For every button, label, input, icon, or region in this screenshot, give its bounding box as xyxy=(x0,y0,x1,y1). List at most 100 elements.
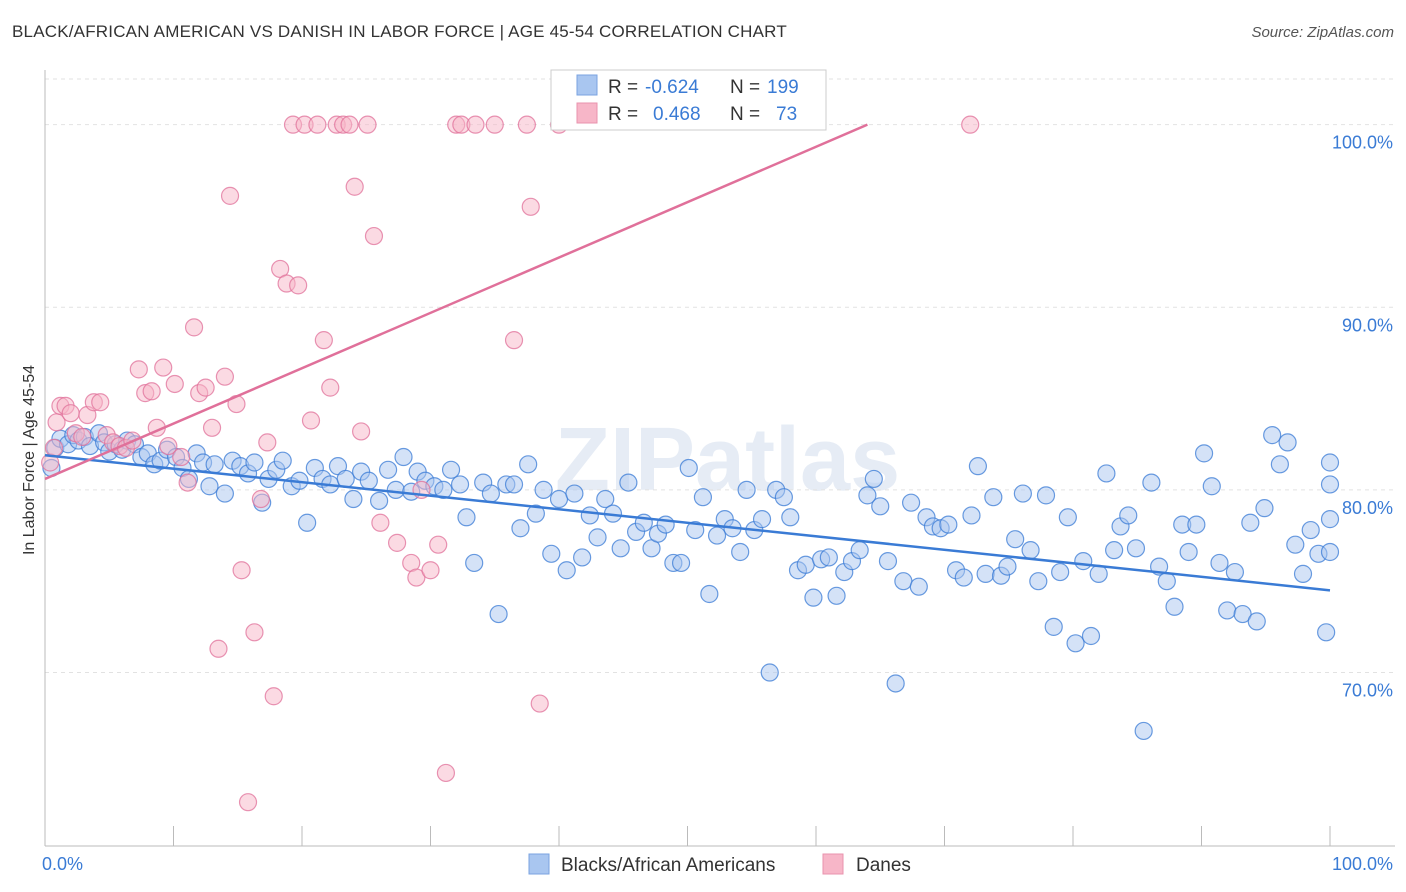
data-point xyxy=(565,484,584,503)
data-point xyxy=(387,533,407,552)
legend-n-value-blacks: 199 xyxy=(767,77,799,98)
legend-n-value-danes: 73 xyxy=(776,104,797,125)
x-tick-label-min: 0.0% xyxy=(42,854,83,874)
data-point xyxy=(700,584,719,604)
data-point xyxy=(1225,562,1245,582)
trend-line-danes xyxy=(44,123,868,481)
data-point xyxy=(1029,572,1048,591)
data-point xyxy=(521,197,540,216)
data-point xyxy=(549,489,569,509)
data-point xyxy=(1105,541,1124,560)
data-point xyxy=(1179,542,1198,562)
data-point xyxy=(238,793,258,812)
data-point xyxy=(962,506,981,525)
data-point xyxy=(954,568,973,587)
data-point xyxy=(731,542,750,562)
data-point xyxy=(159,436,178,456)
data-point xyxy=(129,360,148,379)
data-point xyxy=(251,489,270,509)
data-point xyxy=(421,561,440,580)
data-point xyxy=(760,663,779,682)
data-point xyxy=(1218,601,1237,620)
data-point xyxy=(1074,552,1093,571)
data-point xyxy=(200,477,219,496)
data-point xyxy=(1320,510,1340,529)
data-point xyxy=(165,374,184,394)
data-point xyxy=(489,604,508,624)
data-point xyxy=(457,508,476,527)
data-point xyxy=(245,623,264,642)
data-point xyxy=(220,186,240,205)
data-point xyxy=(1293,564,1313,583)
data-point xyxy=(679,458,698,478)
data-point xyxy=(371,513,390,532)
data-point xyxy=(984,488,1003,507)
data-point xyxy=(1126,539,1146,558)
data-point xyxy=(774,488,793,507)
data-point xyxy=(752,510,772,529)
data-point xyxy=(909,577,928,596)
data-point xyxy=(1210,553,1229,573)
data-point xyxy=(1081,626,1101,646)
trend-line-blacks xyxy=(44,453,1331,592)
data-point xyxy=(364,226,384,246)
y-tick-label: 90.0% xyxy=(1342,315,1393,335)
data-point xyxy=(504,331,524,350)
data-point xyxy=(1317,623,1336,642)
trend-layer xyxy=(44,123,1331,592)
data-point xyxy=(517,115,536,134)
y-tick-label: 70.0% xyxy=(1342,681,1393,701)
data-point xyxy=(1278,433,1297,452)
data-point xyxy=(61,404,80,423)
data-point xyxy=(819,548,838,567)
y-axis-label: In Labor Force | Age 45-54 xyxy=(21,365,38,555)
data-point xyxy=(804,588,823,607)
data-point xyxy=(858,486,877,505)
series-legend: Blacks/African Americans Danes xyxy=(528,853,911,876)
data-point xyxy=(91,393,110,412)
data-point xyxy=(321,378,340,397)
data-point xyxy=(308,115,327,134)
data-point xyxy=(1270,455,1289,474)
data-point xyxy=(1194,444,1214,463)
data-point xyxy=(827,586,846,605)
data-point xyxy=(1051,562,1070,582)
data-point xyxy=(314,331,333,350)
data-point xyxy=(264,687,283,706)
watermark: ZIPatlas xyxy=(555,410,900,510)
data-point xyxy=(289,276,308,295)
data-point xyxy=(686,520,705,540)
data-point xyxy=(202,418,222,437)
bottom-legend-label-danes: Danes xyxy=(856,855,911,876)
bottom-legend-swatch-danes xyxy=(822,853,844,875)
series-danes xyxy=(41,115,980,812)
data-point xyxy=(1320,475,1340,494)
data-point xyxy=(358,115,377,134)
data-point xyxy=(386,480,405,499)
data-point xyxy=(894,572,913,591)
y-tick-labels: 70.0% 80.0% 90.0% 100.0% xyxy=(1332,133,1393,701)
bottom-legend-label-blacks: Blacks/African Americans xyxy=(561,855,775,876)
data-point xyxy=(441,460,461,479)
legend-n-label-danes: N = xyxy=(730,104,760,125)
data-point xyxy=(619,473,638,492)
data-point xyxy=(184,318,204,337)
data-point xyxy=(1247,612,1266,631)
source-label: Source: ZipAtlas.com xyxy=(1251,24,1394,41)
data-point xyxy=(573,548,592,567)
legend-swatch-danes xyxy=(576,102,598,124)
data-point xyxy=(580,506,599,525)
data-point xyxy=(737,480,756,499)
data-point xyxy=(205,455,224,474)
data-point xyxy=(273,451,292,470)
chart-title: BLACK/AFRICAN AMERICAN VS DANISH IN LABO… xyxy=(12,22,787,41)
data-point xyxy=(465,553,484,573)
legend-swatch-blacks xyxy=(576,74,598,96)
data-point xyxy=(1301,520,1320,540)
data-point xyxy=(352,422,371,441)
data-point xyxy=(557,561,576,580)
data-point xyxy=(1036,486,1056,505)
data-point xyxy=(1165,597,1184,616)
data-point xyxy=(542,544,561,563)
